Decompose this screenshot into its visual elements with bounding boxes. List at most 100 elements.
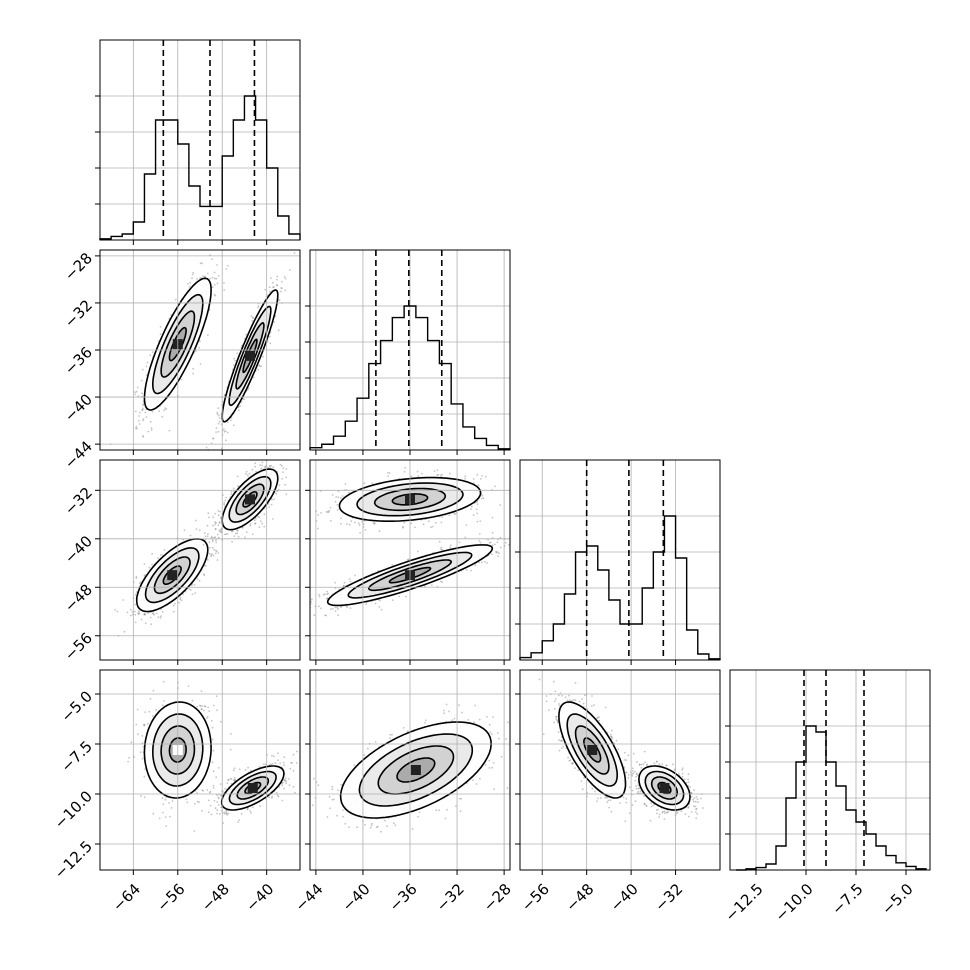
pair-1-2-point [438,540,441,543]
pair-0-2-point [231,540,234,543]
pair-0-1-point [217,422,220,425]
pair-1-2-point [336,504,339,506]
pair-0-1-point [213,248,215,250]
pair-0-2-point [143,612,146,615]
pair-0-2-point [204,535,207,538]
pair-0-1-point [245,333,248,336]
pair-0-2-point [214,552,217,555]
pair-1-2-point [453,512,455,515]
pair-0-1-ytick-label: −32 [61,296,96,331]
pair-0-2-point [163,549,166,551]
pair-0-2-point [258,526,261,529]
pair-0-2-point [196,578,199,580]
pair-0-1-point [204,480,206,482]
pair-0-2-point [258,516,261,519]
pair-0-1-point [217,407,220,409]
pair-0-2-point [223,501,226,504]
pair-0-2-point [254,462,257,465]
pair-0-2-point [198,529,201,532]
pair-1-2-point [481,494,484,497]
pair-0-1-point [215,277,218,280]
pair-1-2-point [402,525,404,528]
pair-1-2-point [317,514,320,516]
histogram-1-bar [334,436,346,450]
pair-0-1-point [207,334,209,336]
pair-1-2-point [417,475,420,478]
histogram-3-bar [846,810,856,870]
pair-0-2-point [217,536,220,539]
histogram-3-frame [729,669,931,871]
pair-0-2-point [182,593,185,595]
pair-0-2-point [151,553,154,555]
pair-0-1-panel: −44−40−36−32−28 [61,248,301,482]
pair-0-2-point [191,593,194,596]
pair-1-2-point [414,526,416,529]
histogram-3-bar [826,762,836,870]
pair-1-2-point [476,512,479,515]
pair-1-2-point [416,470,419,473]
pair-1-2-panel [305,459,511,665]
pair-0-2-point [214,549,217,552]
pair-0-2-point [241,526,244,529]
pair-0-2-point [245,531,248,533]
histogram-3-outline [736,725,927,871]
histogram-0-bar [233,120,244,240]
histogram-0-bar [244,96,255,240]
pair-0-2-point [143,613,146,616]
pair-0-2-point [212,554,215,557]
pair-0-1-point [218,420,221,423]
pair-0-2-point [254,522,257,525]
pair-0-1-point [163,409,166,412]
pair-0-2-point [220,528,223,531]
pair-0-2-point [194,592,197,594]
histogram-3-bar [876,846,886,870]
pair-0-1-point [191,273,194,276]
pair-0-2-point [278,456,280,458]
pair-0-1-point [191,277,193,280]
histogram-0-bar [122,234,133,240]
pair-0-2-point [223,503,226,506]
pair-0-2-point [157,557,159,559]
pair-0-1-point [142,407,144,410]
pair-0-2-point [155,612,158,615]
pair-1-2-point [496,551,499,553]
histogram-1-bar [416,318,428,450]
pair-1-2-point [357,522,360,525]
pair-1-2-point [449,472,451,475]
pair-0-1-point [142,418,145,420]
pair-1-2-point [373,523,375,525]
histogram-2-outline [519,515,721,660]
pair-0-1-point [216,282,219,285]
pair-1-2-point [339,497,342,499]
pair-0-1-point [134,391,136,394]
pair-0-1-point [141,368,144,371]
pair-0-2-point [236,475,239,478]
pair-0-2-point [148,566,151,569]
pair-0-1-point [187,282,189,285]
histogram-0-bar [156,120,167,240]
pair-1-2-point [359,531,361,534]
histogram-3-xtick-label: −7.5 [828,880,866,918]
pair-0-1-point [211,276,214,279]
pair-0-2-point [273,498,275,501]
pair-0-2-point [249,524,252,527]
pair-0-2-point [254,522,256,525]
pair-0-1-point [149,420,152,423]
pair-0-2-point [253,519,256,522]
pair-1-2-point [479,541,482,544]
pair-1-2-point [439,474,442,477]
pair-0-2-point [210,555,213,558]
pair-0-2-point [282,467,285,470]
pair-0-1-point [269,290,271,293]
pair-0-2-point [267,466,270,469]
pair-1-2-point [329,520,332,522]
histogram-1-bar [451,404,463,450]
pair-1-2-point [318,595,321,598]
pair-0-1-point [276,275,279,278]
pair-0-2-point [144,622,147,625]
pair-0-2-point [215,541,218,544]
pair-0-2-point [278,484,281,487]
pair-0-1-point [215,431,218,433]
pair-1-2-point [481,474,483,477]
pair-0-1-point [205,446,208,449]
